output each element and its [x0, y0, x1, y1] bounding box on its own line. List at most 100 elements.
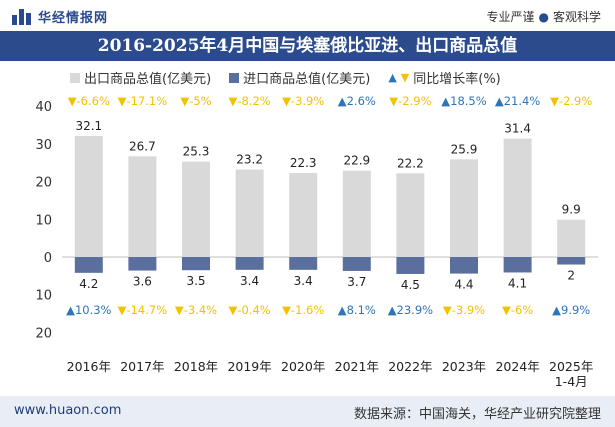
export-value-label: 23.2 [236, 153, 263, 167]
import-bar [557, 257, 586, 265]
export-growth-label: ▲21.4% [495, 94, 540, 108]
export-growth-label: ▼-8.2% [228, 94, 270, 108]
export-value-label: 26.7 [129, 139, 156, 153]
import-value-label: 3.5 [186, 274, 205, 288]
export-growth-label: ▼-17.1% [118, 94, 168, 108]
x-tick-label: 2019年 [227, 359, 271, 374]
import-growth-label: ▲8.1% [338, 303, 376, 317]
import-bar [503, 257, 532, 273]
legend-growth: ▲ ▼ 同比增长率(%) [388, 68, 500, 87]
export-value-label: 25.3 [183, 145, 210, 159]
export-bar [74, 135, 103, 257]
import-swatch [229, 72, 240, 83]
x-tick-label: 1-4月 [555, 374, 588, 389]
export-bar [557, 219, 586, 257]
export-swatch [70, 72, 80, 83]
export-growth-label: ▼-6.6% [68, 94, 110, 108]
brand-name: 华经情报网 [38, 11, 109, 26]
import-bar [128, 257, 157, 271]
legend-growth-label: 同比增长率(%) [413, 72, 501, 87]
import-growth-label: ▼-1.6% [282, 303, 324, 317]
y-tick-label: 0 [44, 251, 52, 266]
import-bar [289, 257, 318, 270]
export-value-label: 32.1 [75, 119, 102, 133]
legend-export-label: 出口商品总值(亿美元) [84, 72, 212, 87]
x-tick-label: 2024年 [495, 359, 539, 374]
import-value-label: 4.4 [454, 278, 473, 292]
x-tick-label: 2025年 [549, 359, 593, 374]
import-value-label: 4.2 [79, 277, 98, 291]
import-growth-label: ▲23.9% [388, 303, 433, 317]
import-value-label: 3.7 [347, 275, 366, 289]
tagline: 专业严谨 ● 客观科学 [486, 8, 601, 25]
footer: www.huaon.com 数据来源：中国海关，华经产业研究院整理 [0, 396, 615, 427]
y-tick-label: 20 [35, 326, 52, 341]
export-value-label: 9.9 [562, 203, 581, 217]
top-bar: 华经情报网 专业严谨 ● 客观科学 [0, 0, 615, 31]
export-bar [450, 159, 478, 257]
data-source: 数据来源：中国海关，华经产业研究院整理 [353, 407, 601, 422]
import-bar [182, 257, 210, 271]
import-growth-label: ▼-14.7% [118, 303, 168, 317]
import-value-label: 3.6 [133, 275, 152, 289]
tagline-b: 客观科学 [552, 10, 601, 24]
brand: 华经情报网 [12, 7, 108, 26]
import-growth-label: ▼-3.9% [443, 303, 485, 317]
import-bar [450, 257, 478, 274]
export-growth-label: ▲2.6% [338, 94, 376, 108]
chart-area: 40 30 20 10 0 10 20 32.1 4.2 ▼-6.6% ▲10.3% 2016年 26.… [35, 94, 598, 389]
chart-title: 2016-2025年4月中国与埃塞俄比亚进、出口商品总值 [0, 31, 615, 61]
x-tick-label: 2022年 [388, 359, 432, 374]
tagline-a: 专业严谨 [486, 10, 535, 24]
import-bar [396, 257, 425, 274]
x-tick-label: 2020年 [281, 359, 325, 374]
export-growth-label: ▼-2.9% [389, 94, 431, 108]
export-bar [235, 169, 264, 257]
export-bar [182, 161, 210, 257]
export-value-label: 31.4 [504, 122, 531, 136]
dot-icon: ● [538, 10, 549, 24]
export-bar [396, 173, 425, 257]
export-value-label: 25.9 [451, 142, 478, 156]
x-tick-label: 2016年 [67, 359, 111, 374]
import-value-label: 3.4 [294, 274, 313, 288]
legend-import-label: 进口商品总值(亿美元) [243, 72, 371, 87]
y-tick-label: 10 [35, 289, 52, 304]
import-value-label: 3.4 [240, 274, 259, 288]
import-growth-label: ▲9.9% [552, 303, 590, 317]
export-bar [289, 172, 318, 257]
y-tick-label: 20 [35, 176, 52, 191]
export-bar [128, 156, 157, 257]
legend-import: 进口商品总值(亿美元) [229, 68, 370, 87]
export-bar [342, 170, 371, 257]
legend-export: 出口商品总值(亿美元) [70, 68, 211, 87]
x-tick-label: 2023年 [442, 359, 486, 374]
import-bar [342, 257, 371, 271]
import-value-label: 4.5 [401, 278, 420, 292]
export-growth-label: ▼-2.9% [550, 94, 592, 108]
y-tick-label: 10 [35, 213, 52, 228]
down-triangle-icon: ▼ [400, 71, 410, 84]
import-value-label: 4.1 [508, 276, 527, 290]
logo-icon [12, 8, 32, 25]
y-tick-label: 40 [35, 100, 52, 115]
export-growth-label: ▼-5% [180, 94, 211, 108]
export-bar [503, 138, 532, 257]
export-value-label: 22.3 [290, 156, 317, 170]
import-value-label: 2 [567, 269, 575, 283]
import-bar [235, 257, 264, 270]
export-growth-label: ▲18.5% [441, 94, 486, 108]
import-bar [74, 257, 103, 273]
import-growth-label: ▼-6% [502, 303, 533, 317]
x-tick-label: 2018年 [174, 359, 218, 374]
export-value-label: 22.9 [343, 154, 370, 168]
import-growth-label: ▼-3.4% [175, 303, 217, 317]
import-growth-label: ▼-0.4% [228, 303, 270, 317]
x-tick-label: 2021年 [335, 359, 379, 374]
export-value-label: 22.2 [397, 156, 424, 170]
import-growth-label: ▲10.3% [66, 303, 111, 317]
export-growth-label: ▼-3.9% [282, 94, 324, 108]
up-triangle-icon: ▲ [388, 71, 397, 84]
website: www.huaon.com [14, 403, 122, 418]
y-tick-label: 30 [35, 138, 52, 153]
